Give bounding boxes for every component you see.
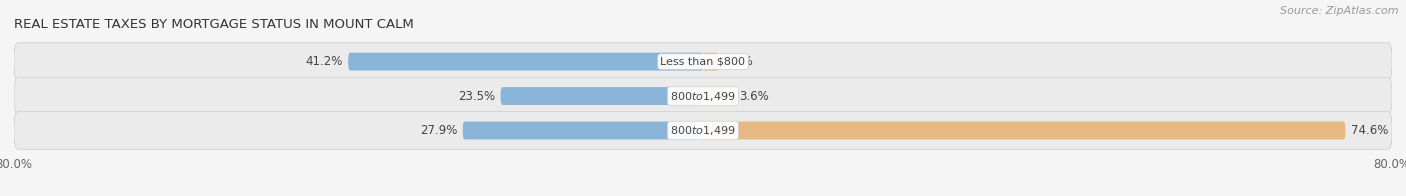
FancyBboxPatch shape [14, 77, 1392, 115]
Text: $800 to $1,499: $800 to $1,499 [671, 90, 735, 103]
Text: 3.6%: 3.6% [740, 90, 769, 103]
Text: Less than $800: Less than $800 [661, 57, 745, 67]
Text: 1.8%: 1.8% [724, 55, 754, 68]
FancyBboxPatch shape [14, 112, 1392, 149]
Text: 74.6%: 74.6% [1351, 124, 1388, 137]
Text: 23.5%: 23.5% [458, 90, 495, 103]
FancyBboxPatch shape [349, 53, 703, 71]
FancyBboxPatch shape [703, 87, 734, 105]
FancyBboxPatch shape [703, 122, 1346, 139]
Legend: Without Mortgage, With Mortgage: Without Mortgage, With Mortgage [581, 193, 825, 196]
FancyBboxPatch shape [703, 53, 718, 71]
Text: 27.9%: 27.9% [420, 124, 457, 137]
Text: Source: ZipAtlas.com: Source: ZipAtlas.com [1281, 6, 1399, 16]
Text: $800 to $1,499: $800 to $1,499 [671, 124, 735, 137]
FancyBboxPatch shape [501, 87, 703, 105]
Text: 41.2%: 41.2% [305, 55, 343, 68]
FancyBboxPatch shape [463, 122, 703, 139]
Text: REAL ESTATE TAXES BY MORTGAGE STATUS IN MOUNT CALM: REAL ESTATE TAXES BY MORTGAGE STATUS IN … [14, 18, 413, 31]
FancyBboxPatch shape [14, 43, 1392, 80]
